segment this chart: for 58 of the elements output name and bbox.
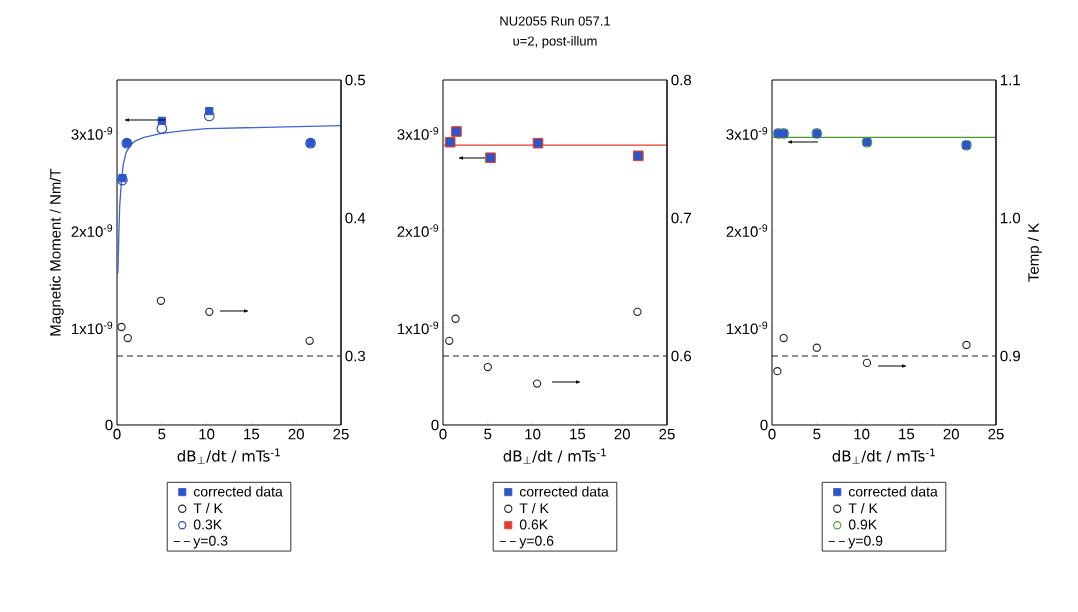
y2-tick-label: 1.0 [1000, 212, 1021, 224]
y-tick-label: 2x10$^{-9}$ [71, 224, 113, 237]
y2-tick-label: 0.6 [671, 350, 692, 362]
x-axis-title: dB$_{⊥}$/dt / mTs$^{-1}$ [503, 448, 606, 464]
chart-title: NU2055 Run 057.1 [500, 16, 610, 26]
legend-label: corrected data [193, 486, 283, 497]
y-tick-label: 1x10$^{-9}$ [71, 321, 113, 335]
y2-tick-label: 0.5 [345, 74, 366, 86]
y-tick-label: 3x10$^{-9}$ [397, 127, 439, 140]
legend-label: corrected data [519, 486, 609, 497]
y-tick-label: 3x10$^{-9}$ [71, 127, 113, 140]
x-tick-label: 5 [484, 428, 492, 440]
y-tick-label: 2x10$^{-9}$ [397, 224, 439, 237]
x-tick-label: 15 [899, 428, 915, 440]
x-axis-title: dB$_{⊥}$/dt / mTs$^{-1}$ [832, 448, 935, 464]
x-tick-label: 0 [113, 428, 121, 440]
legend-label: 0.3K [193, 519, 222, 530]
y2-tick-label: 0.3 [345, 350, 366, 362]
y-tick-label: 1x10$^{-9}$ [397, 321, 439, 335]
y-tick-label: 1x10$^{-9}$ [726, 321, 768, 335]
x-tick-label: 20 [288, 428, 304, 440]
y2-tick-label: 0.4 [345, 212, 366, 224]
x-tick-label: 5 [813, 428, 821, 440]
legend-label: 0.9K [848, 519, 877, 530]
x-tick-label: 20 [614, 428, 630, 440]
x-tick-label: 15 [244, 428, 260, 440]
x-tick-label: 10 [854, 428, 870, 440]
x-axis-title: dB$_{⊥}$/dt / mTs$^{-1}$ [177, 448, 280, 464]
legend-label: corrected data [848, 486, 938, 497]
y-tick-label: 0 [105, 419, 113, 431]
x-tick-label: 0 [768, 428, 776, 440]
legend-label: y=0.6 [519, 535, 554, 549]
x-tick-label: 25 [988, 428, 1004, 440]
y-tick-label: 0 [431, 419, 439, 431]
x-tick-label: 5 [158, 428, 166, 440]
x-tick-label: 25 [333, 428, 349, 440]
y2-axis-title: Temp / K [1027, 223, 1042, 282]
y-tick-label: 0 [760, 419, 768, 431]
y2-tick-label: 1.1 [1000, 74, 1020, 86]
y2-tick-label: 0.9 [1000, 350, 1020, 362]
legend-label: y=0.3 [193, 535, 228, 549]
legend-label: 0.6K [519, 519, 548, 530]
x-tick-label: 10 [199, 428, 215, 440]
y2-tick-label: 0.8 [671, 74, 692, 86]
y-tick-label: 2x10$^{-9}$ [726, 224, 768, 237]
legend-label: T / K [193, 502, 223, 514]
x-tick-label: 25 [659, 428, 675, 440]
legend-label: T / K [519, 502, 549, 514]
chart-subtitle: υ=2, post-illum [513, 36, 597, 49]
x-tick-label: 10 [525, 428, 541, 440]
y2-tick-label: 0.7 [671, 212, 691, 224]
x-tick-label: 20 [943, 428, 959, 440]
legend-label: T / K [848, 502, 878, 514]
y-tick-label: 3x10$^{-9}$ [726, 127, 768, 140]
x-tick-label: 15 [570, 428, 586, 440]
x-tick-label: 0 [439, 428, 447, 440]
y-axis-title: Magnetic Moment / Nm/T [49, 168, 64, 336]
legend-label: y=0.9 [848, 535, 883, 549]
